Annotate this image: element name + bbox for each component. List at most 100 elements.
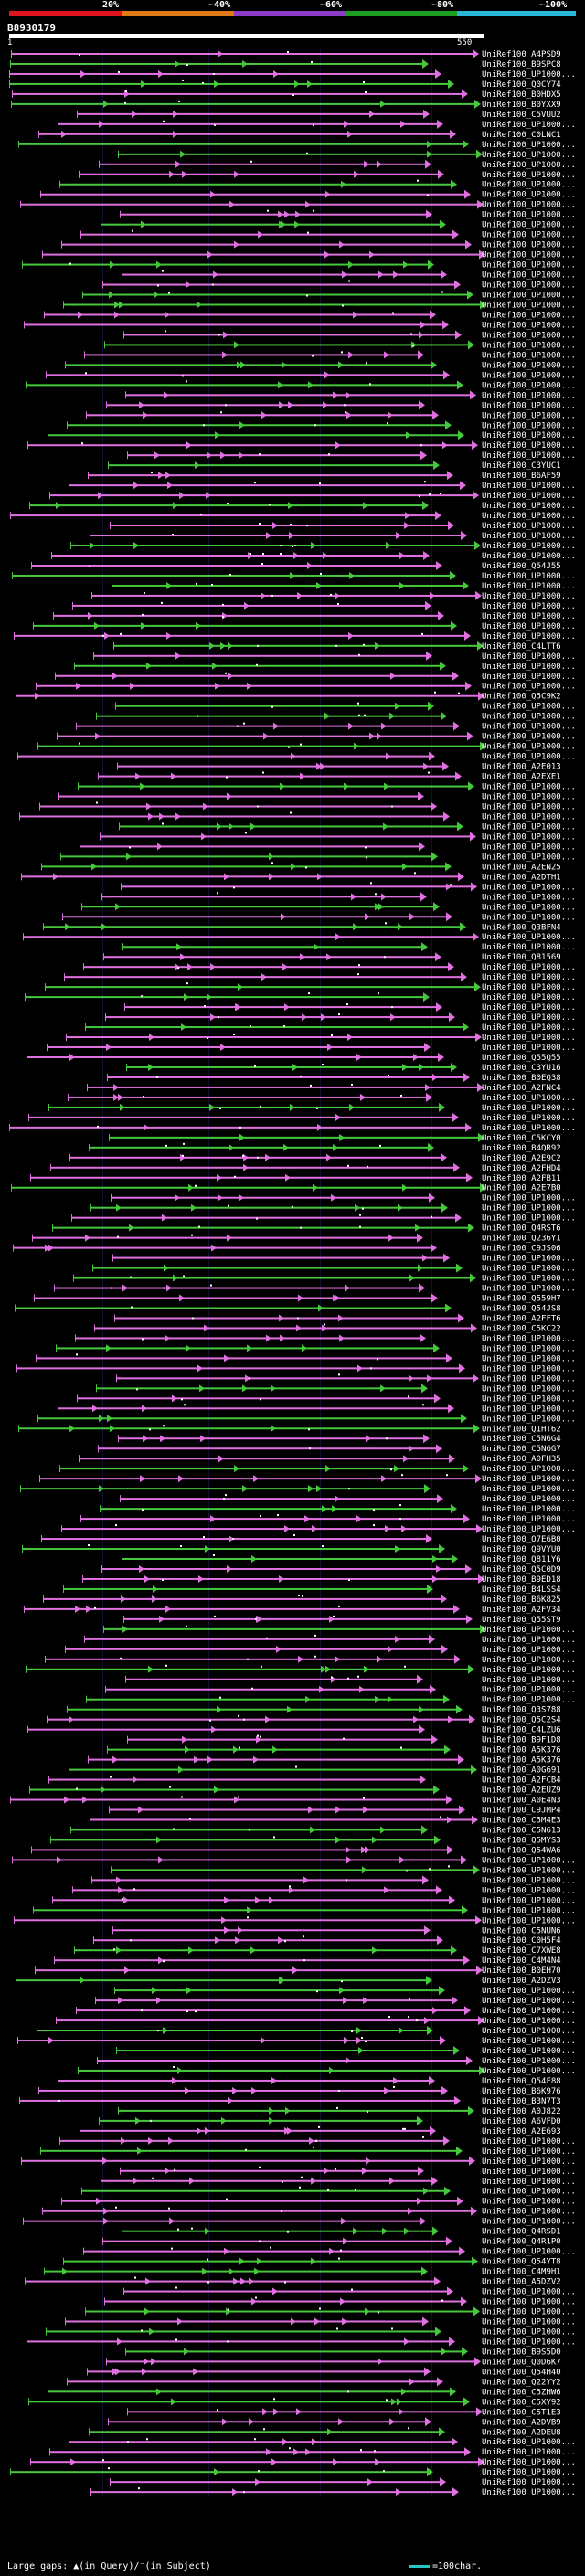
hit-label[interactable]: UniRef100_C5NUN6 [482, 1926, 561, 1935]
hit-label[interactable]: UniRef100_UP1000... [482, 1916, 576, 1925]
hit-label[interactable]: UniRef100_A4PSD9 [482, 50, 561, 59]
hit-label[interactable]: UniRef100_UP1000... [482, 893, 576, 902]
hit-label[interactable]: UniRef100_UP1000... [482, 622, 576, 631]
hit-label[interactable]: UniRef100_UP1000... [482, 1886, 576, 1895]
hit-label[interactable]: UniRef100_UP1000... [482, 2027, 576, 2036]
hit-label[interactable]: UniRef100_UP1000... [482, 121, 576, 130]
hit-label[interactable]: UniRef100_A2EN25 [482, 863, 561, 872]
hit-label[interactable]: UniRef100_A0G691 [482, 1766, 561, 1776]
hit-label[interactable]: UniRef100_UP1000... [482, 482, 576, 491]
hit-label[interactable]: UniRef100_UP1000... [482, 2468, 576, 2477]
hit-label[interactable]: UniRef100_UP1000... [482, 1495, 576, 1504]
hit-label[interactable]: UniRef100_Q22YY2 [482, 2378, 561, 2387]
hit-label[interactable]: UniRef100_UP1000... [482, 2017, 576, 2026]
hit-label[interactable]: UniRef100_C9JS06 [482, 1245, 561, 1254]
hit-label[interactable]: UniRef100_UP1000... [482, 2488, 576, 2497]
hit-label[interactable]: UniRef100_UP1000... [482, 311, 576, 320]
hit-label[interactable]: UniRef100_UP1000... [482, 1896, 576, 1905]
hit-label[interactable]: UniRef100_Q4RST6 [482, 1224, 561, 1234]
hit-label[interactable]: UniRef100_UP1000... [482, 753, 576, 762]
hit-label[interactable]: UniRef100_Q7E6B0 [482, 1535, 561, 1544]
hit-label[interactable]: UniRef100_UP1000... [482, 1114, 576, 1123]
hit-label[interactable]: UniRef100_UP1000... [482, 191, 576, 200]
hit-label[interactable]: UniRef100_UP1000... [482, 1876, 576, 1885]
hit-label[interactable]: UniRef100_A2DEU8 [482, 2428, 561, 2437]
hit-label[interactable]: UniRef100_UP1000... [482, 1666, 576, 1675]
hit-label[interactable]: UniRef100_A2DZV3 [482, 1977, 561, 1986]
hit-label[interactable]: UniRef100_C5KCY0 [482, 1134, 561, 1143]
hit-label[interactable]: UniRef100_UP1000... [482, 803, 576, 812]
hit-label[interactable]: UniRef100_UP1000... [482, 2168, 576, 2177]
hit-label[interactable]: UniRef100_UP1000... [482, 1856, 576, 1865]
hit-label[interactable]: UniRef100_UP1000... [482, 522, 576, 531]
hit-label[interactable]: UniRef100_UP1000... [482, 231, 576, 240]
hit-label[interactable]: UniRef100_UP1000... [482, 1465, 576, 1474]
hit-label[interactable]: UniRef100_C5XY92 [482, 2398, 561, 2407]
hit-label[interactable]: UniRef100_B0EH70 [482, 1966, 561, 1976]
hit-label[interactable]: UniRef100_UP1000... [482, 302, 576, 311]
hit-label[interactable]: UniRef100_UP1000... [482, 793, 576, 802]
hit-label[interactable]: UniRef100_UP1000... [482, 973, 576, 982]
hit-label[interactable]: UniRef100_UP1000... [482, 1265, 576, 1274]
hit-label[interactable]: UniRef100_UP1000... [482, 673, 576, 682]
hit-label[interactable]: UniRef100_B4QR92 [482, 1144, 561, 1153]
hit-label[interactable]: UniRef100_UP1000... [482, 723, 576, 732]
hit-label[interactable]: UniRef100_UP1000... [482, 602, 576, 611]
hit-label[interactable]: UniRef100_UP1000... [482, 743, 576, 752]
hit-label[interactable]: UniRef100_Q54JS8 [482, 1305, 561, 1314]
hit-label[interactable]: UniRef100_A5K376 [482, 1746, 561, 1755]
hit-label[interactable]: UniRef100_UP1000... [482, 2298, 576, 2307]
hit-label[interactable]: UniRef100_A0FH35 [482, 1455, 561, 1464]
hit-label[interactable]: UniRef100_B0HDX5 [482, 90, 561, 100]
hit-label[interactable]: UniRef100_UP1000... [482, 2147, 576, 2157]
hit-label[interactable]: UniRef100_C3YU16 [482, 1064, 561, 1073]
hit-label[interactable]: UniRef100_UP1000... [482, 391, 576, 400]
hit-label[interactable]: UniRef100_UP1000... [482, 713, 576, 722]
hit-label[interactable]: UniRef100_UP1000... [482, 822, 576, 832]
hit-label[interactable]: UniRef100_UP1000... [482, 251, 576, 260]
hit-label[interactable]: UniRef100_B9S5D0 [482, 2348, 561, 2357]
hit-label[interactable]: UniRef100_B9F1D8 [482, 1736, 561, 1745]
hit-label[interactable]: UniRef100_B9ED18 [482, 1575, 561, 1585]
hit-label[interactable]: UniRef100_UP1000... [482, 441, 576, 451]
hit-label[interactable]: UniRef100_UP1000... [482, 683, 576, 692]
hit-label[interactable]: UniRef100_UP1000... [482, 913, 576, 922]
hit-label[interactable]: UniRef100_C5KC22 [482, 1324, 561, 1333]
hit-label[interactable]: UniRef100_UP1000... [482, 542, 576, 551]
hit-label[interactable]: UniRef100_UP1000... [482, 261, 576, 270]
hit-label[interactable]: UniRef100_C5VUU2 [482, 111, 561, 120]
hit-label[interactable]: UniRef100_C3YUC1 [482, 461, 561, 471]
hit-label[interactable]: UniRef100_UP1000... [482, 1044, 576, 1053]
hit-label[interactable]: UniRef100_UP1000... [482, 492, 576, 501]
hit-label[interactable]: UniRef100_UP1000... [482, 612, 576, 621]
hit-label[interactable]: UniRef100_UP1000... [482, 2007, 576, 2016]
hit-label[interactable]: UniRef100_UP1000... [482, 341, 576, 350]
hit-label[interactable]: UniRef100_UP1000... [482, 1475, 576, 1484]
hit-label[interactable]: UniRef100_C5N613 [482, 1826, 561, 1835]
hit-label[interactable]: UniRef100_UP1000... [482, 1906, 576, 1915]
hit-label[interactable]: UniRef100_B6AF59 [482, 472, 561, 481]
hit-label[interactable]: UniRef100_Q0D6K7 [482, 2358, 561, 2367]
hit-label[interactable]: UniRef100_UP1000... [482, 2057, 576, 2066]
hit-label[interactable]: UniRef100_UP1000... [482, 1987, 576, 1996]
hit-label[interactable]: UniRef100_A2EUZ9 [482, 1786, 561, 1796]
hit-label[interactable]: UniRef100_A0E4N3 [482, 1797, 561, 1806]
hit-label[interactable]: UniRef100_A2DVB9 [482, 2418, 561, 2427]
hit-label[interactable]: UniRef100_UP1000... [482, 1003, 576, 1012]
hit-label[interactable]: UniRef100_B0YXX9 [482, 101, 561, 110]
hit-label[interactable]: UniRef100_UP1000... [482, 1485, 576, 1494]
hit-label[interactable]: UniRef100_B6K976 [482, 2087, 561, 2096]
hit-label[interactable]: UniRef100_UP1000... [482, 1676, 576, 1685]
hit-label[interactable]: UniRef100_A2E7B0 [482, 1184, 561, 1193]
hit-label[interactable]: UniRef100_UP1000... [482, 1255, 576, 1264]
hit-label[interactable]: UniRef100_Q54J55 [482, 562, 561, 571]
hit-label[interactable]: UniRef100_UP1000... [482, 2188, 576, 2197]
hit-label[interactable]: UniRef100_UP1000... [482, 943, 576, 952]
hit-label[interactable]: UniRef100_A2FB11 [482, 1174, 561, 1183]
hit-label[interactable]: UniRef100_A2E9C2 [482, 1154, 561, 1163]
hit-label[interactable]: UniRef100_A5K376 [482, 1756, 561, 1765]
hit-label[interactable]: UniRef100_UP1000... [482, 1285, 576, 1294]
hit-label[interactable]: UniRef100_UP1000... [482, 853, 576, 862]
hit-label[interactable]: UniRef100_UP1000... [482, 1505, 576, 1514]
hit-label[interactable]: UniRef100_UP1000... [482, 2448, 576, 2457]
